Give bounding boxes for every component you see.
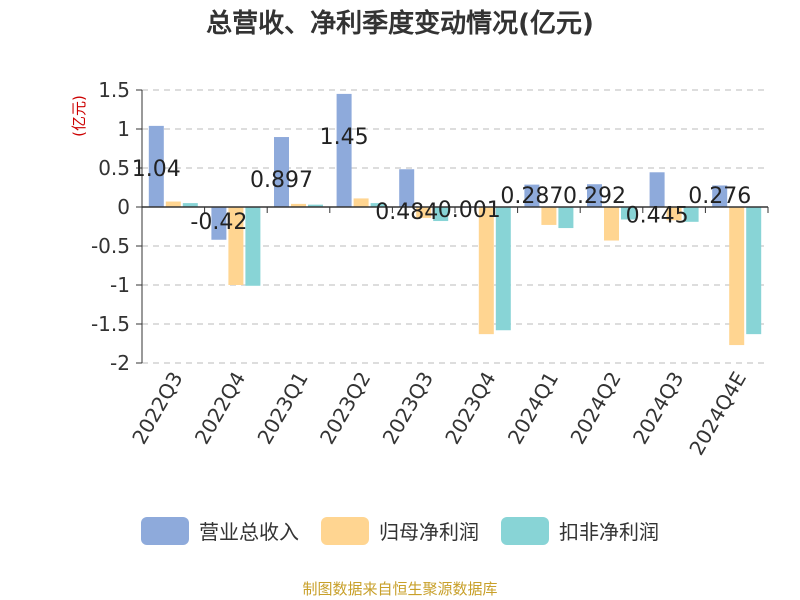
x-tick-label: 2023Q3 bbox=[378, 368, 438, 449]
bar bbox=[291, 203, 306, 207]
data-label: 0.276 bbox=[688, 184, 751, 209]
bar bbox=[165, 201, 181, 207]
x-tick-label: 2024Q4E bbox=[684, 368, 751, 460]
legend-label-net-profit: 归母净利润 bbox=[379, 520, 479, 544]
legend: 营业总收入 归母净利润 扣非净利润 bbox=[0, 516, 800, 545]
y-tick-label: -1.5 bbox=[91, 312, 130, 336]
legend-label-revenue: 营业总收入 bbox=[199, 520, 299, 544]
x-tick-label: 2023Q2 bbox=[315, 368, 375, 449]
data-label: 0.484 bbox=[375, 200, 438, 225]
legend-item-revenue[interactable]: 营业总收入 bbox=[141, 516, 299, 545]
bar bbox=[336, 93, 352, 207]
x-tick-label: 2023Q1 bbox=[252, 368, 312, 449]
y-tick-label: -1 bbox=[110, 273, 130, 297]
y-tick-label: 1 bbox=[117, 117, 130, 141]
x-tick-label: 2023Q4 bbox=[440, 368, 500, 449]
data-label: 1.45 bbox=[320, 125, 369, 150]
legend-label-deducted-profit: 扣非净利润 bbox=[559, 520, 659, 544]
bar bbox=[308, 204, 323, 207]
bar bbox=[524, 184, 540, 207]
bar bbox=[729, 207, 745, 346]
bar bbox=[274, 137, 289, 207]
y-tick-label: -2 bbox=[110, 351, 130, 375]
bars bbox=[148, 93, 762, 346]
bar bbox=[587, 184, 602, 207]
bar bbox=[433, 207, 449, 222]
bar bbox=[478, 207, 494, 335]
bar bbox=[399, 169, 415, 207]
x-tick-label: 2022Q3 bbox=[127, 368, 187, 449]
data-label: 0.001 bbox=[438, 198, 501, 223]
bar bbox=[228, 207, 244, 285]
bar bbox=[558, 207, 574, 229]
legend-swatch-revenue bbox=[141, 516, 189, 545]
bar bbox=[148, 125, 164, 207]
y-tick-label: -0.5 bbox=[91, 234, 130, 258]
bar bbox=[353, 198, 369, 207]
source-note: 制图数据来自恒生聚源数据库 bbox=[302, 580, 498, 598]
bar bbox=[683, 207, 699, 222]
x-tick-label: 2024Q3 bbox=[628, 368, 688, 449]
x-tick-label: 2022Q4 bbox=[190, 368, 250, 449]
bar bbox=[370, 203, 386, 207]
chart-title: 总营收、净利季度变动情况(亿元) bbox=[206, 9, 594, 39]
bar bbox=[649, 172, 665, 207]
bar bbox=[182, 203, 198, 207]
bar bbox=[541, 207, 557, 225]
data-label: 0.292 bbox=[563, 184, 626, 209]
bar bbox=[416, 207, 432, 218]
x-tick-label: 2024Q2 bbox=[565, 368, 625, 449]
y-tick-label: 0 bbox=[117, 195, 130, 219]
bar bbox=[604, 207, 619, 241]
data-label: 0.897 bbox=[250, 168, 313, 193]
data-label: 1.04 bbox=[132, 157, 181, 182]
bar bbox=[621, 207, 636, 220]
bar bbox=[495, 207, 511, 331]
bar bbox=[211, 207, 227, 240]
y-tick-label: 0.5 bbox=[98, 156, 130, 180]
data-label: -0.42 bbox=[190, 210, 247, 235]
data-label: 0.445 bbox=[626, 203, 689, 228]
y-tick-label: 1.5 bbox=[98, 78, 130, 102]
bar bbox=[712, 185, 728, 207]
legend-item-deducted-profit[interactable]: 扣非净利润 bbox=[501, 516, 659, 545]
bar bbox=[666, 207, 682, 221]
legend-swatch-deducted-profit bbox=[501, 516, 549, 545]
legend-item-net-profit[interactable]: 归母净利润 bbox=[321, 516, 479, 545]
x-tick-label: 2024Q1 bbox=[503, 368, 563, 449]
data-label: 0.287 bbox=[500, 184, 563, 209]
bar bbox=[746, 207, 762, 335]
y-axis-label: (亿元) bbox=[70, 95, 88, 137]
bar bbox=[245, 207, 261, 286]
legend-swatch-net-profit bbox=[321, 516, 369, 545]
